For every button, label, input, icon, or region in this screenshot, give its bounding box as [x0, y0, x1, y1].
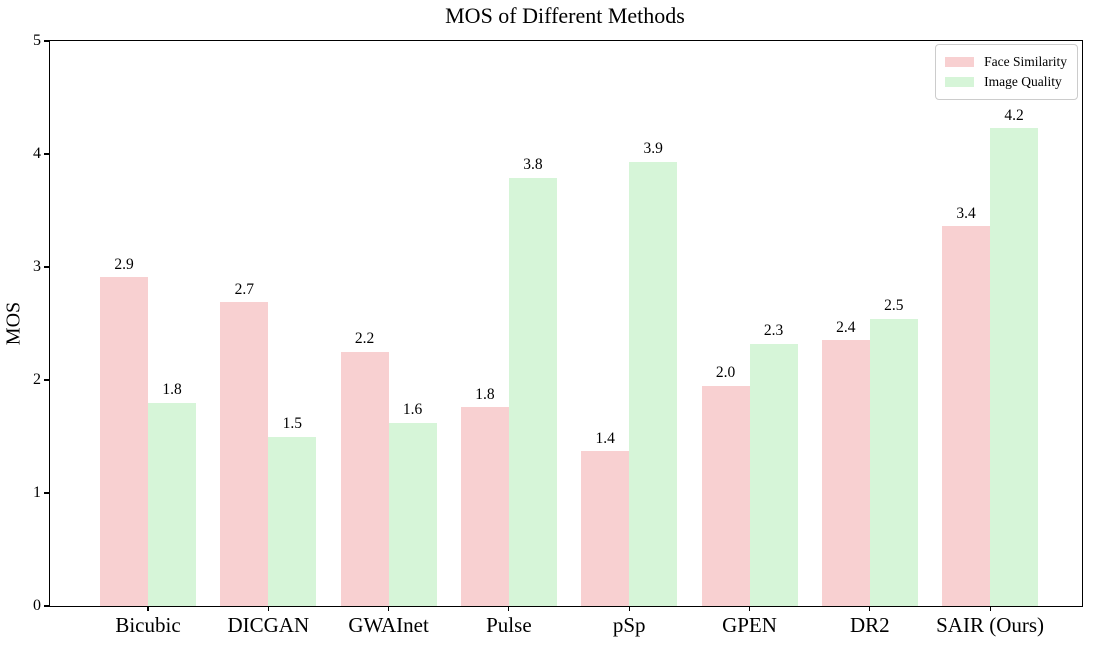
bar-value-label: 4.2	[1004, 106, 1024, 124]
y-tick-label: 4	[33, 145, 41, 162]
bar-value-label: 2.7	[234, 280, 254, 298]
plot-area: Face Similarity Image Quality 0 1 2 3 4 5 2.9 1…	[33, 33, 1083, 637]
y-tick	[44, 492, 49, 494]
x-tick-label-dicgan: DICGAN	[227, 613, 310, 637]
y-axis-label: MOS	[2, 301, 25, 346]
bar-face-similarity	[220, 302, 269, 606]
bar-face-similarity	[701, 385, 750, 606]
bar-value-label: 1.8	[475, 385, 495, 403]
x-tick-label-bicubic: Bicubic	[115, 613, 181, 637]
bar-image-quality	[148, 402, 196, 606]
legend-item-face-similarity: Face Similarity	[945, 52, 1067, 72]
bar-value-label: 1.4	[595, 429, 615, 447]
bar-image-quality	[869, 318, 918, 606]
bar-value-label: 1.6	[402, 401, 423, 419]
x-tick-label-gpen: GPEN	[722, 613, 777, 637]
x-tick-label-sair-ours-: SAIR (Ours)	[936, 613, 1045, 637]
legend-label-face-similarity: Face Similarity	[984, 54, 1067, 70]
bar-value-label: 2.5	[884, 297, 904, 315]
bar-face-similarity	[100, 277, 148, 606]
legend-label-image-quality: Image Quality	[984, 74, 1062, 90]
y-tick	[44, 605, 49, 607]
x-tick	[989, 606, 991, 611]
y-tick-label: 5	[33, 32, 41, 49]
bar-value-label: 3.4	[956, 204, 976, 222]
bar-image-quality	[749, 343, 798, 606]
x-tick-label-dr2: DR2	[849, 613, 890, 637]
bar-value-label: 2.9	[114, 255, 134, 273]
bar-image-quality	[629, 161, 678, 606]
legend-item-image-quality: Image Quality	[945, 72, 1067, 92]
y-tick	[44, 40, 49, 42]
y-tick-label: 3	[33, 258, 41, 275]
y-tick-label: 2	[33, 371, 41, 388]
bar-face-similarity	[821, 340, 870, 606]
legend-swatch-face-similarity	[945, 57, 975, 67]
bar-image-quality	[508, 177, 557, 606]
bar-value-label: 2.4	[836, 318, 856, 336]
chart-title: MOS of Different Methods	[445, 3, 685, 28]
y-tick-label: 1	[33, 484, 41, 501]
x-tick	[508, 606, 510, 611]
bar-image-quality	[268, 436, 317, 606]
bar-value-label: 2.3	[763, 322, 784, 340]
bar-value-label: 2.2	[354, 330, 375, 348]
x-tick	[388, 606, 390, 611]
y-tick	[44, 379, 49, 381]
x-tick	[147, 606, 149, 611]
bar-value-label: 3.9	[643, 140, 663, 158]
x-tick	[628, 606, 630, 611]
bar-value-label: 1.5	[282, 415, 302, 432]
y-tick	[44, 153, 49, 155]
x-tick-label-gwainet: GWAInet	[348, 613, 429, 637]
legend-swatch-image-quality	[945, 77, 975, 87]
x-tick-label-psp: pSp	[612, 613, 646, 637]
x-tick	[869, 606, 871, 611]
bar-face-similarity	[581, 451, 630, 606]
bar-value-label: 1.8	[162, 381, 182, 399]
bar-face-similarity	[340, 351, 389, 606]
bar-value-label: 2.0	[715, 364, 736, 382]
bar-image-quality	[388, 422, 437, 606]
y-tick	[44, 266, 49, 268]
bar-value-label: 3.8	[523, 156, 543, 174]
x-tick	[748, 606, 751, 611]
bar-image-quality	[990, 128, 1039, 606]
x-tick	[267, 606, 269, 611]
legend: Face Similarity Image Quality	[935, 44, 1078, 100]
x-tick-label-pulse: Pulse	[486, 613, 532, 637]
bar-face-similarity	[942, 226, 991, 606]
y-tick-label: 0	[33, 597, 41, 614]
bar-face-similarity	[460, 407, 509, 606]
